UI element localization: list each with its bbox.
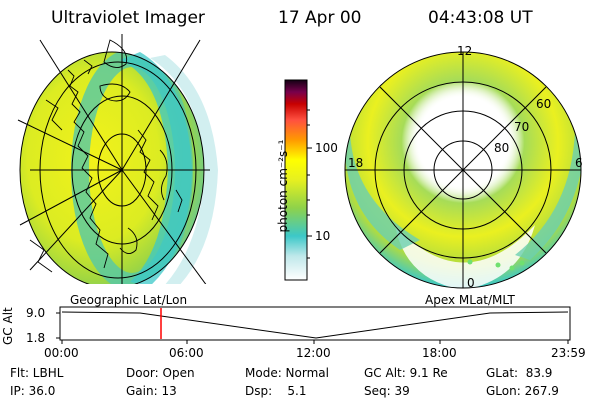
timeline-x-tick: 00:00	[44, 346, 79, 360]
satellite-track-dot	[495, 262, 501, 268]
satellite-track-dot	[467, 259, 473, 265]
colorbar-tick-10: 10	[315, 229, 331, 243]
dsp-info: Dsp: 5.1	[245, 384, 307, 398]
glon-info: GLon: 267.9	[486, 384, 559, 398]
projection-right-label: Apex MLat/MLT	[425, 293, 515, 307]
timeline-x-tick: 18:00	[422, 346, 457, 360]
instrument-title: Ultraviolet Imager	[51, 8, 205, 28]
timeline-x-tick: 12:00	[296, 346, 331, 360]
timeline-y-label: GC Alt	[1, 307, 15, 345]
polar-grid	[344, 51, 582, 289]
glat-info: GLat: 83.9	[486, 366, 553, 380]
date-label: 17 Apr 00	[278, 8, 362, 28]
sequence-info: Seq: 39	[364, 384, 410, 398]
timeline-x-tick: 06:00	[169, 346, 204, 360]
mlt-label-0: 0	[467, 276, 475, 290]
ip-info: IP: 36.0	[10, 384, 56, 398]
polar-view	[344, 51, 582, 289]
dayside-speckle	[150, 55, 218, 284]
graticule	[17, 34, 210, 284]
altitude-curve	[61, 311, 569, 339]
timeline-y-tick-bottom: 1.8	[26, 331, 46, 345]
coastlines	[29, 39, 183, 273]
colorbar	[284, 79, 312, 281]
colorbar-gradient	[284, 79, 308, 281]
mlt-label-18: 18	[348, 156, 364, 170]
night-gap	[395, 225, 535, 288]
dayside-emission	[120, 52, 192, 284]
geographic-view	[17, 34, 218, 284]
timeline-y-tick-top: 9.0	[26, 306, 46, 320]
mlat-label-60: 60	[536, 97, 552, 111]
filter-info: Flt: LBHL	[10, 366, 64, 380]
timeline-x-tick: 23:59	[551, 346, 586, 360]
time-label: 04:43:08 UT	[428, 8, 533, 28]
mode-info: Mode: Normal	[245, 366, 329, 380]
satellite-track-dot	[519, 260, 525, 266]
timeline-panel	[56, 306, 571, 344]
colorbar-unit-label: photon cm⁻²s⁻¹	[276, 139, 290, 233]
mlt-label-6: 6	[575, 156, 583, 170]
mlat-label-80: 80	[494, 141, 510, 155]
gc-alt-info: GC Alt: 9.1 Re	[364, 366, 448, 380]
mlat-label-70: 70	[514, 120, 530, 134]
door-info: Door: Open	[126, 366, 195, 380]
satellite-track-dot	[509, 265, 515, 271]
dusk-teal	[345, 130, 420, 250]
colorbar-tick-100: 100	[315, 141, 338, 155]
gain-info: Gain: 13	[126, 384, 177, 398]
mlt-label-12: 12	[457, 44, 473, 58]
projection-left-label: Geographic Lat/Lon	[70, 293, 188, 307]
